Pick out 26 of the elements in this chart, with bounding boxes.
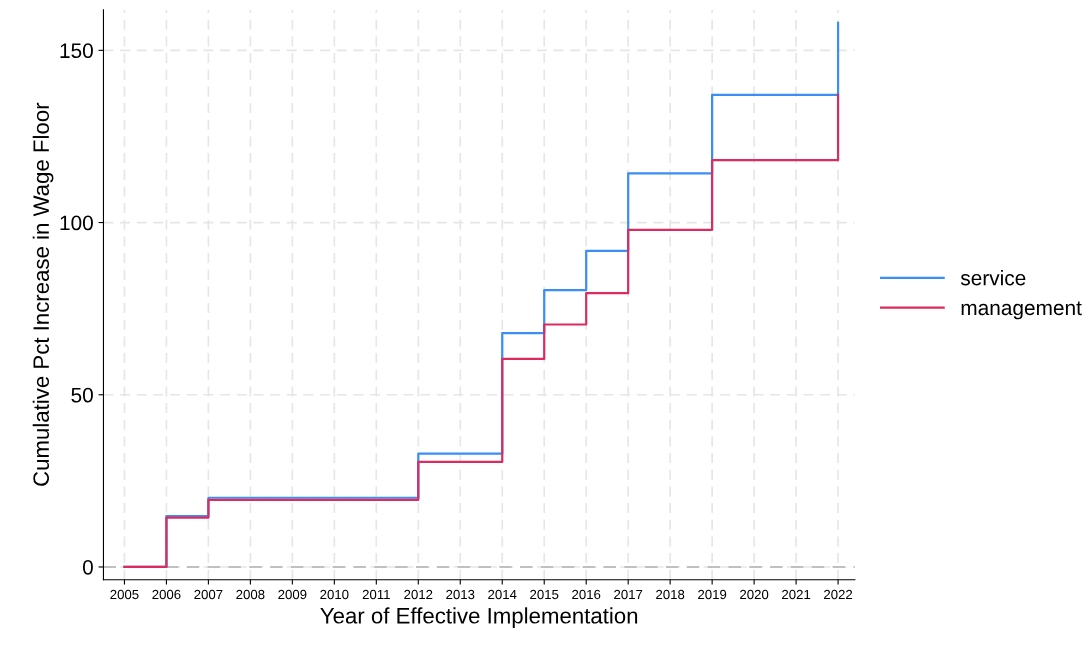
y-tick-label: 100 xyxy=(60,215,93,231)
x-tick-label: 2011 xyxy=(362,589,390,600)
x-tick-label: 2016 xyxy=(572,589,601,600)
x-tick-label: 2005 xyxy=(110,589,139,600)
y-axis-title: Cumulative Pct Increase in Wage Floor xyxy=(32,102,54,486)
x-tick-label: 2018 xyxy=(656,589,685,600)
y-tick-label: 50 xyxy=(71,387,93,403)
x-tick-label: 2014 xyxy=(488,589,517,600)
x-tick-label: 2022 xyxy=(824,589,853,600)
x-tick-label: 2012 xyxy=(404,589,433,600)
x-tick-label: 2010 xyxy=(320,589,349,600)
legend-label: management xyxy=(961,301,1082,320)
x-tick-label: 2013 xyxy=(446,589,475,600)
y-tick-label: 0 xyxy=(82,559,93,575)
x-tick-label: 2015 xyxy=(530,589,559,600)
x-tick-label: 2009 xyxy=(278,589,307,600)
x-tick-label: 2020 xyxy=(740,589,769,600)
y-tick-label: 150 xyxy=(60,43,93,59)
x-axis-title: Year of Effective Implementation xyxy=(320,607,638,628)
x-tick-label: 2007 xyxy=(194,589,223,600)
legend-label: service xyxy=(960,270,1026,286)
x-tick-label: 2006 xyxy=(152,589,181,600)
x-tick-label: 2017 xyxy=(614,589,643,600)
x-tick-label: 2019 xyxy=(698,589,727,600)
x-tick-label: 2021 xyxy=(782,589,811,600)
x-tick-label: 2008 xyxy=(236,589,265,600)
